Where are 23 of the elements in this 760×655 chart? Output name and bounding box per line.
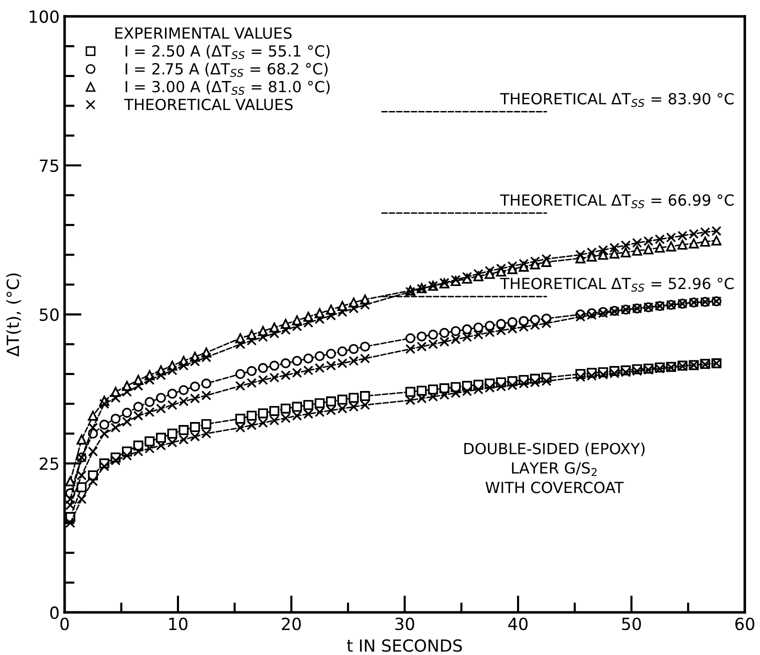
x-tick-label: 50: [622, 618, 641, 630]
legend-label: I = 2.50 A (ΔT$_{SS}$ = 55.1 °C): [126, 44, 330, 60]
legend-label: I = 2.75 A (ΔT$_{SS}$ = 68.2 °C): [126, 62, 328, 77]
series-label: THEORETICAL ΔT$_{SS}$ = 83.90 °C: [500, 92, 734, 107]
y-axis-title: ΔT(t), (°C): [6, 273, 22, 357]
x-tick-label: 60: [735, 618, 754, 630]
legend-label: I = 3.00 A (ΔT$_{SS}$ = 81.0 °C): [126, 80, 330, 95]
y-tick-label: 50: [40, 308, 59, 321]
y-tick-label: 100: [30, 10, 59, 23]
y-tick-label: 75: [40, 160, 58, 172]
legend-title: EXPERIMENTAL VALUES: [115, 27, 292, 39]
x-tick-label: 0: [60, 618, 69, 630]
y-tick-label: 0: [50, 606, 59, 619]
legend-label: THEORETICAL VALUES: [124, 98, 293, 110]
series-label: THEORETICAL ΔT$_{SS}$ = 66.99 °C: [500, 194, 734, 208]
annotation: DOUBLE-SIDED (EPOXY) LAYER G/S$_{2}$ WITH COVERCOAT: [464, 442, 645, 494]
x-tick-label: 30: [395, 618, 414, 630]
x-tick-label: 10: [169, 618, 188, 630]
x-axis-title: t IN SECONDS: [347, 639, 462, 652]
y-tick-label: 25: [40, 457, 58, 470]
x-tick-label: 20: [282, 618, 301, 630]
x-tick-label: 40: [508, 618, 528, 630]
series-label: THEORETICAL ΔT$_{SS}$ = 52.96 °C: [500, 278, 734, 292]
